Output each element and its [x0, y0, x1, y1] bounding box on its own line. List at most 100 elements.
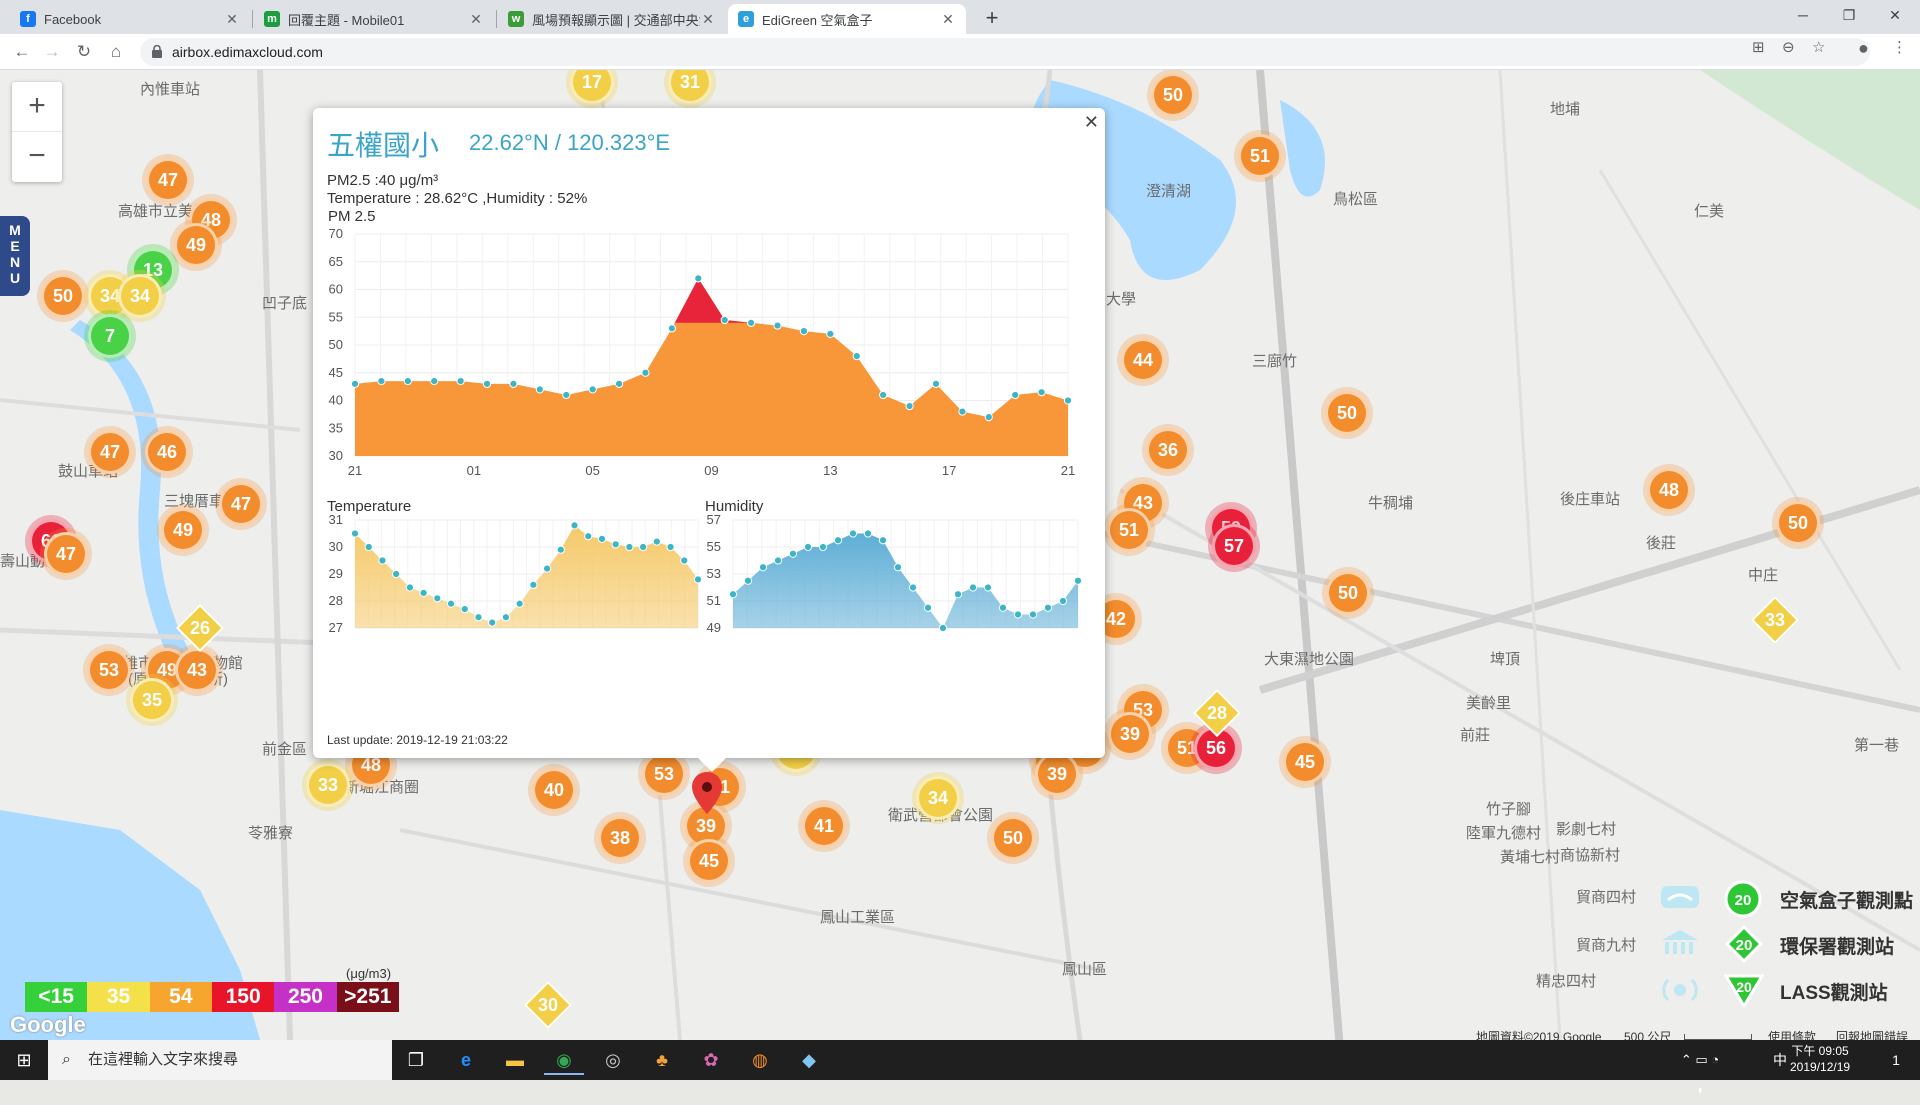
station-marker[interactable]: 44	[1121, 338, 1165, 382]
new-tab-button[interactable]: +	[985, 5, 999, 30]
data-point[interactable]	[652, 537, 661, 546]
data-point[interactable]	[758, 563, 768, 572]
data-point[interactable]	[584, 532, 593, 541]
data-point[interactable]	[938, 623, 948, 633]
station-marker[interactable]: 35	[130, 678, 174, 722]
data-point[interactable]	[501, 613, 511, 622]
close-icon[interactable]: ✕	[702, 10, 714, 27]
app-icon[interactable]: ✿	[703, 1050, 719, 1070]
data-point[interactable]	[641, 368, 650, 377]
station-marker[interactable]: 17	[570, 70, 614, 104]
bookmark-star-icon[interactable]: ☆	[1812, 39, 1826, 56]
data-point[interactable]	[430, 376, 439, 386]
data-point[interactable]	[350, 529, 360, 538]
data-point[interactable]	[588, 385, 597, 394]
tray-icons[interactable]: ⌃ ▭ ◔ ◖	[1680, 1052, 1720, 1097]
data-point[interactable]	[625, 542, 634, 552]
map-view[interactable]: 內惟車站高雄市立美術館凹子底鼓山車站三塊厝車站壽山動物園高雄市立歷史博物館(原高…	[0, 70, 1920, 1040]
station-marker[interactable]: 53	[87, 648, 131, 692]
app-icon[interactable]: ♣	[656, 1050, 668, 1070]
data-point[interactable]	[908, 583, 918, 592]
translate-icon[interactable]: ⊞	[1752, 39, 1765, 56]
data-point[interactable]	[773, 556, 783, 565]
data-point[interactable]	[953, 590, 963, 599]
data-point[interactable]	[350, 379, 360, 388]
station-marker[interactable]: 40	[532, 768, 576, 812]
station-marker[interactable]: 47	[44, 532, 88, 576]
station-marker[interactable]: 51	[1238, 134, 1282, 178]
data-point[interactable]	[680, 556, 689, 565]
data-point[interactable]	[1011, 390, 1020, 400]
terms-link[interactable]: 使用條款	[1768, 1030, 1817, 1040]
data-point[interactable]	[826, 329, 835, 338]
data-point[interactable]	[803, 542, 813, 552]
station-marker[interactable]: 45	[1283, 740, 1327, 784]
data-point[interactable]	[878, 536, 888, 545]
data-point[interactable]	[818, 542, 828, 552]
data-point[interactable]	[529, 580, 538, 589]
data-point[interactable]	[879, 390, 888, 400]
data-point[interactable]	[364, 542, 373, 552]
station-marker[interactable]: 13	[131, 248, 175, 292]
data-point[interactable]	[1013, 610, 1023, 619]
close-icon[interactable]: ✕	[226, 10, 238, 27]
data-point[interactable]	[460, 605, 469, 614]
station-marker[interactable]: 45	[687, 839, 731, 883]
address-bar[interactable]: airbox.edimaxcloud.com	[140, 38, 1870, 66]
data-point[interactable]	[667, 324, 676, 333]
station-marker[interactable]: 50	[1325, 391, 1369, 435]
station-marker[interactable]: 34	[118, 274, 162, 318]
close-icon[interactable]: ✕	[1083, 112, 1099, 132]
data-point[interactable]	[433, 594, 442, 603]
ime-indicator[interactable]: 中	[1773, 1052, 1787, 1068]
tab-mobile01[interactable]: m 回覆主題 - Mobile01 ✕	[254, 4, 494, 34]
notification-icon[interactable]: 1	[1892, 1052, 1900, 1068]
data-point[interactable]	[1058, 596, 1068, 606]
station-marker[interactable]: 33	[306, 763, 350, 807]
report-error-link[interactable]: 回報地圖錯誤	[1836, 1030, 1909, 1040]
data-point[interactable]	[488, 618, 497, 627]
data-point[interactable]	[747, 318, 756, 327]
edge-icon[interactable]: e	[460, 1050, 471, 1070]
station-marker[interactable]: 38	[598, 816, 642, 860]
chrome-icon[interactable]: ◉	[544, 1045, 584, 1075]
zoom-in-button[interactable]: +	[12, 82, 62, 132]
menu-dots-icon[interactable]: ⋮	[1892, 39, 1907, 56]
station-marker[interactable]: 31	[668, 70, 712, 104]
data-point[interactable]	[482, 379, 492, 388]
data-point[interactable]	[799, 327, 809, 336]
station-marker[interactable]: 47	[219, 482, 263, 526]
station-marker[interactable]: 39	[1108, 712, 1152, 756]
station-marker[interactable]: 39	[1035, 752, 1079, 796]
tab-edigreen[interactable]: e EdiGreen 空氣盒子 ✕	[728, 4, 966, 34]
profile-icon[interactable]: ●	[1858, 38, 1869, 58]
data-point[interactable]	[639, 542, 648, 552]
station-marker[interactable]: 49	[174, 223, 218, 267]
data-point[interactable]	[720, 315, 729, 325]
station-marker[interactable]: 50	[991, 816, 1035, 860]
data-point[interactable]	[535, 385, 544, 394]
close-window-button[interactable]: ✕	[1889, 7, 1901, 23]
back-icon[interactable]: ←	[13, 42, 31, 61]
data-point[interactable]	[1037, 388, 1046, 397]
windows-start-icon[interactable]: ⊞	[16, 1050, 32, 1070]
data-point[interactable]	[597, 534, 607, 543]
data-point[interactable]	[1028, 610, 1038, 619]
station-marker[interactable]: 50	[41, 274, 85, 318]
data-point[interactable]	[852, 352, 861, 361]
home-icon[interactable]: ⌂	[110, 42, 122, 61]
data-point[interactable]	[863, 529, 873, 538]
data-point[interactable]	[1073, 576, 1083, 585]
station-marker[interactable]: 47	[146, 158, 190, 202]
station-marker[interactable]: 34	[916, 776, 960, 820]
station-marker[interactable]: 53	[642, 752, 686, 796]
file-explorer-icon[interactable]: ▬	[506, 1050, 524, 1070]
data-point[interactable]	[392, 569, 401, 579]
data-point[interactable]	[998, 603, 1008, 612]
data-point[interactable]	[611, 540, 620, 549]
data-point[interactable]	[893, 563, 903, 572]
data-point[interactable]	[378, 556, 387, 565]
data-point[interactable]	[905, 401, 914, 411]
data-point[interactable]	[983, 583, 993, 592]
